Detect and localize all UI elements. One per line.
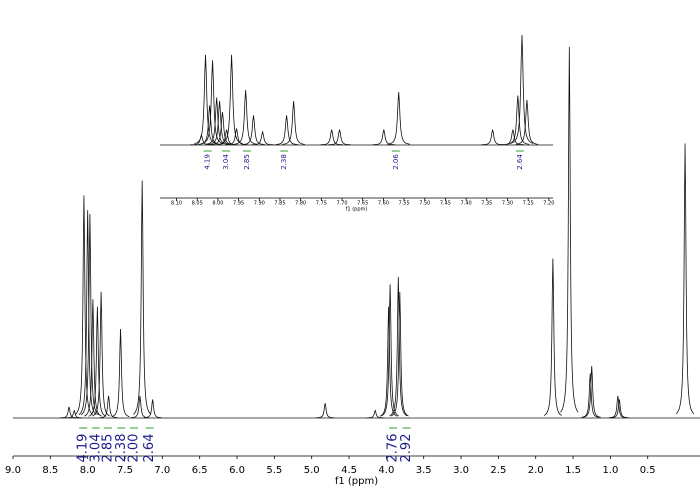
x-tick-label: 7.65 (357, 201, 368, 207)
x-tick-label: 7.5 (117, 465, 133, 476)
peak (251, 130, 274, 146)
x-tick-label: 7.75 (316, 201, 327, 207)
peak (543, 258, 562, 416)
peak (506, 95, 530, 145)
peak (366, 409, 384, 419)
peak (143, 399, 162, 419)
peak (582, 366, 601, 418)
x-tick-label: 3.0 (453, 465, 469, 476)
peak (328, 129, 351, 146)
integral-value: 2.64 (142, 434, 157, 463)
x-tick-label: 8.5 (42, 465, 58, 476)
integral-value: 3.04 (222, 154, 230, 170)
x-tick-label: 8.10 (171, 201, 182, 207)
x-tick-label: 7.25 (523, 201, 534, 207)
peak (88, 306, 107, 417)
x-tick-label: 7.90 (254, 201, 265, 207)
peak (675, 143, 695, 415)
integral-value: 2.76 (386, 434, 401, 463)
integral-value: 2.38 (280, 154, 288, 170)
peak (501, 129, 525, 146)
peak (111, 328, 130, 418)
x-tick-label: 7.60 (378, 201, 389, 207)
integral-value: 2.06 (392, 154, 400, 170)
peak (205, 97, 228, 145)
integral-value: 2.85 (100, 434, 115, 463)
x-axis-label: f1 (ppm) (335, 476, 378, 487)
x-tick-label: 7.0 (154, 465, 170, 476)
peak (215, 129, 238, 146)
peak (372, 129, 396, 146)
peak (74, 195, 93, 415)
x-tick-label: 7.95 (233, 201, 244, 207)
peak (316, 403, 334, 419)
peak (389, 277, 408, 417)
x-tick-label: 5.0 (304, 465, 320, 476)
peak (133, 180, 152, 415)
x-tick-label: 9.0 (5, 465, 21, 476)
peak (60, 406, 78, 419)
x-axis-label: f1 (ppm) (346, 207, 368, 213)
x-tick-label: 6.5 (192, 465, 208, 476)
x-tick-label: 2.5 (490, 465, 506, 476)
x-tick-label: 7.45 (440, 201, 451, 207)
peak (92, 291, 111, 417)
x-tick-label: 6.0 (229, 465, 245, 476)
x-tick-label: 8.0 (80, 465, 96, 476)
x-tick-label: 1.5 (565, 465, 581, 476)
peak (560, 46, 579, 413)
peak (390, 291, 409, 417)
peak (481, 129, 504, 146)
x-tick-label: 7.70 (336, 201, 347, 207)
peak (282, 100, 305, 145)
peak (275, 115, 298, 145)
integral-value: 4.19 (76, 434, 91, 463)
integral-value: 2.00 (126, 434, 141, 463)
x-tick-label: 7.35 (481, 201, 492, 207)
x-tick-label: 7.55 (399, 201, 410, 207)
peak (83, 299, 102, 417)
x-tick-label: 7.50 (419, 201, 430, 207)
integral-value: 2.85 (243, 154, 251, 170)
integral-value: 2.92 (399, 434, 414, 463)
x-tick-label: 4.5 (341, 465, 357, 476)
x-tick-label: 8.00 (212, 201, 223, 207)
x-tick-label: 7.80 (295, 201, 306, 207)
peak (320, 129, 343, 146)
peak (201, 60, 224, 145)
x-tick-label: 0.5 (640, 465, 656, 476)
integral-value: 4.19 (204, 154, 212, 170)
peak (387, 92, 410, 145)
peak (234, 89, 257, 145)
x-tick-label: 7.20 (543, 201, 554, 207)
integral-value: 3.04 (88, 434, 103, 463)
peak (515, 99, 539, 145)
x-tick-label: 8.05 (192, 201, 203, 207)
peak (99, 395, 118, 419)
integral-value: 2.38 (114, 434, 129, 463)
integral-value: 2.64 (516, 154, 524, 170)
x-tick-label: 4.0 (378, 465, 394, 476)
x-tick-label: 1.0 (602, 465, 618, 476)
x-tick-label: 7.40 (461, 201, 472, 207)
peak (610, 399, 629, 419)
peak (208, 100, 231, 145)
peak (225, 128, 248, 146)
x-tick-label: 7.85 (274, 201, 285, 207)
peak (211, 111, 234, 145)
peak (194, 54, 217, 144)
x-tick-label: 2.0 (528, 465, 544, 476)
peak (80, 213, 99, 416)
peak (609, 395, 627, 419)
x-tick-label: 7.30 (502, 201, 513, 207)
peak (381, 284, 400, 417)
peak (379, 306, 398, 417)
x-tick-label: 3.5 (416, 465, 432, 476)
peak (65, 409, 84, 419)
peak (510, 34, 534, 144)
x-tick-label: 5.5 (266, 465, 282, 476)
peak (242, 115, 265, 145)
